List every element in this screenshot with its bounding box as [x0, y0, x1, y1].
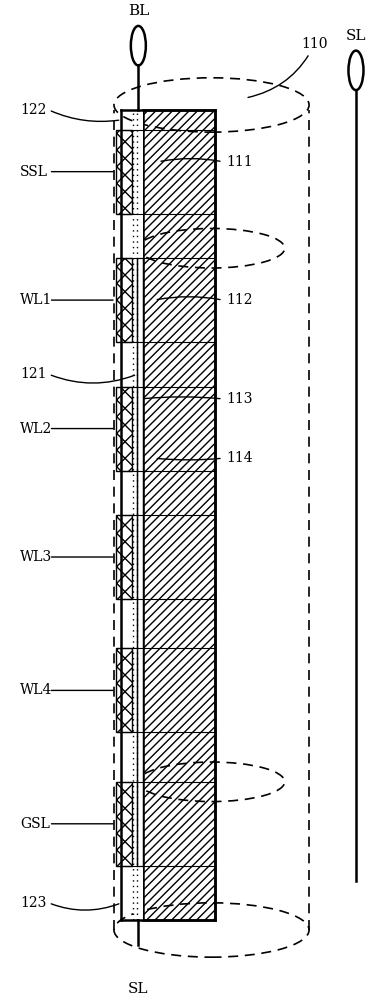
Text: WL4: WL4: [20, 683, 53, 697]
Text: SL: SL: [128, 982, 149, 996]
Text: 114: 114: [226, 451, 253, 465]
Bar: [116, 258, 132, 342]
Text: 113: 113: [226, 392, 253, 406]
Text: 123: 123: [20, 896, 46, 910]
Text: SSL: SSL: [20, 165, 48, 179]
Text: WL2: WL2: [20, 422, 53, 436]
Text: SL: SL: [346, 29, 366, 43]
Text: WL1: WL1: [20, 293, 53, 307]
Text: 112: 112: [226, 293, 253, 307]
Bar: [143, 110, 215, 920]
Text: 111: 111: [226, 155, 253, 169]
Text: BL: BL: [128, 4, 149, 18]
Bar: [133, 110, 143, 920]
Bar: [116, 782, 132, 866]
Bar: [116, 515, 132, 599]
Bar: [116, 648, 132, 732]
Text: 110: 110: [248, 37, 328, 97]
Text: 121: 121: [20, 367, 46, 381]
Bar: [116, 387, 132, 471]
Bar: [116, 130, 132, 214]
Text: GSL: GSL: [20, 817, 50, 831]
Text: WL3: WL3: [20, 550, 53, 564]
Bar: [137, 258, 143, 866]
Text: 122: 122: [20, 103, 46, 117]
